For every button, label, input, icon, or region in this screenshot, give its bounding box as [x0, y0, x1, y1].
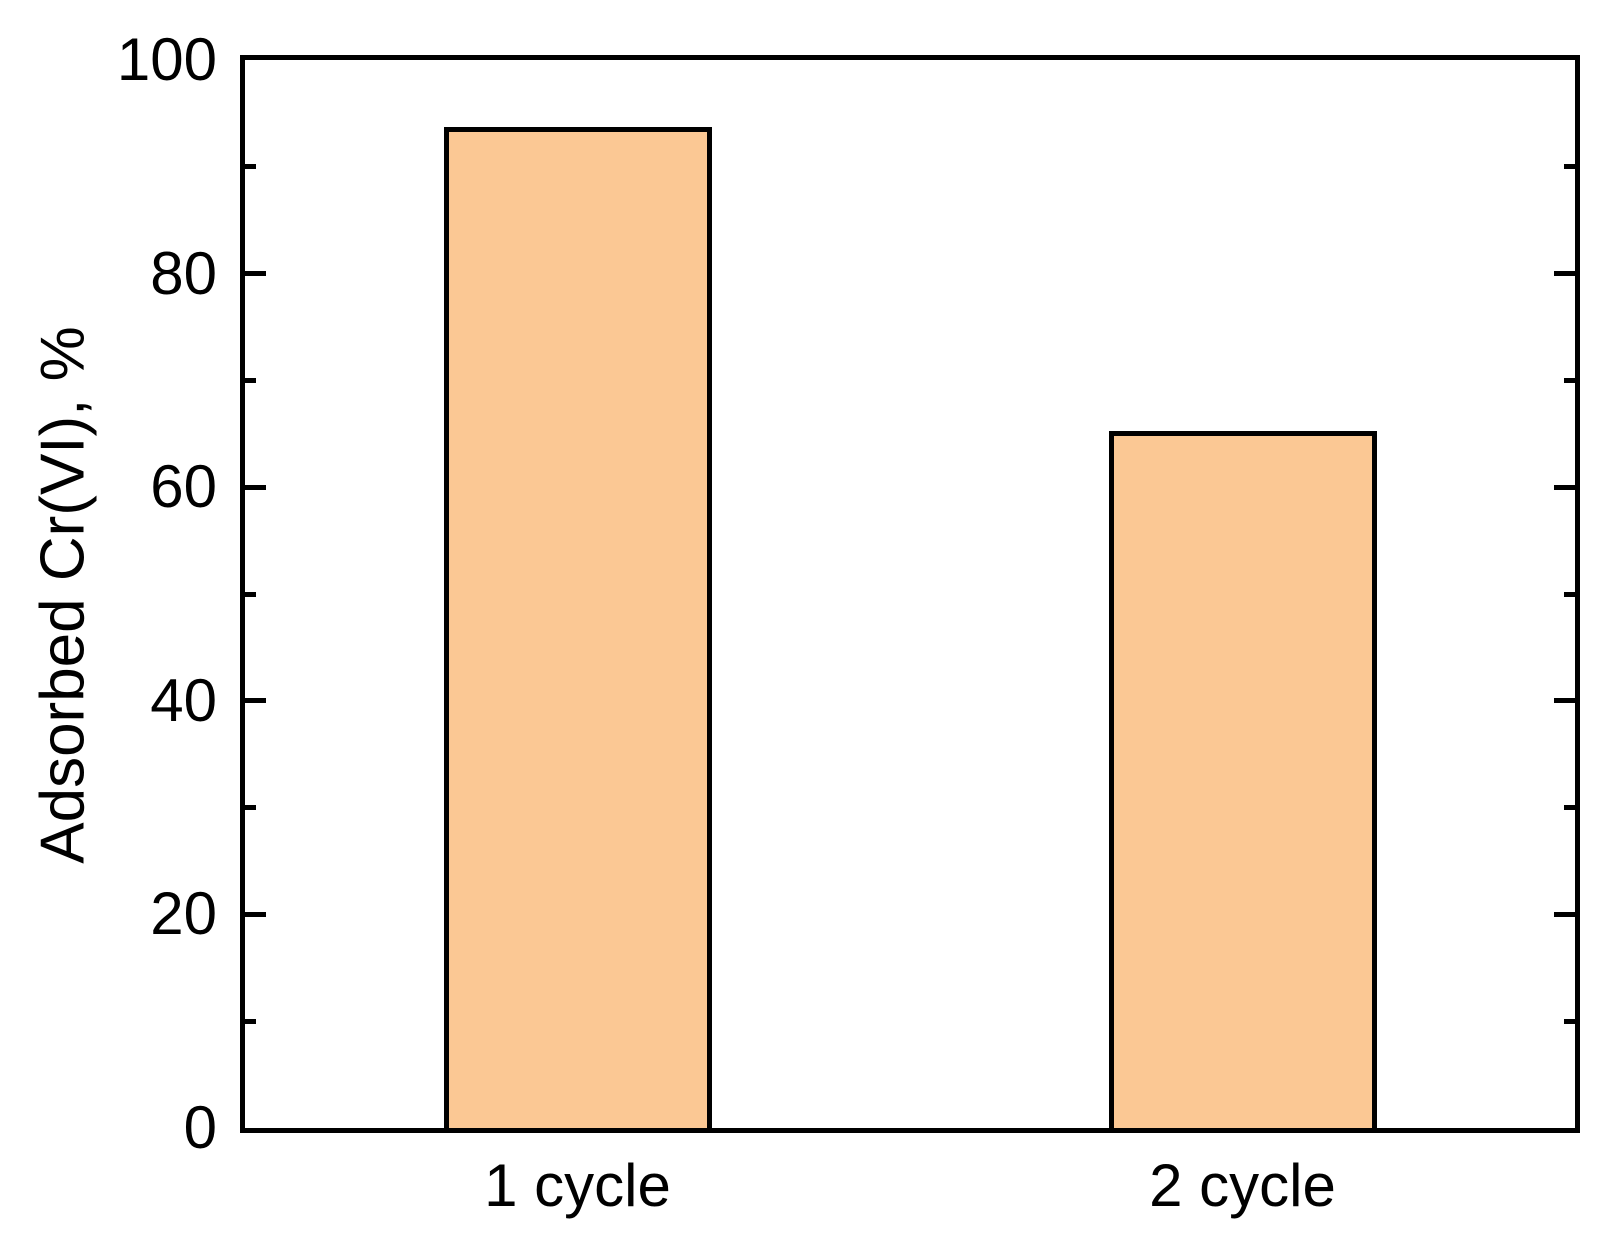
y-minor-tick [245, 377, 256, 383]
y-minor-tick [1564, 591, 1575, 597]
y-tick-label: 60 [150, 453, 217, 521]
y-major-tick [245, 911, 266, 917]
y-minor-tick [245, 1018, 256, 1024]
y-minor-tick [245, 805, 256, 811]
y-minor-tick [1564, 805, 1575, 811]
y-minor-tick [1564, 377, 1575, 383]
x-tick-label: 1 cycle [484, 1152, 671, 1219]
y-tick-label: 100 [116, 26, 217, 93]
plot-inner [245, 60, 1575, 1128]
y-tick-label: 20 [150, 880, 217, 948]
y-major-tick [245, 484, 266, 490]
bar-2-cycle [1108, 430, 1377, 1128]
y-minor-tick [1564, 1018, 1575, 1024]
y-major-tick [1554, 271, 1575, 277]
bar-1-cycle [443, 127, 712, 1128]
y-major-tick [1554, 698, 1575, 704]
y-tick-label: 0 [183, 1094, 217, 1161]
y-minor-tick [245, 164, 256, 170]
y-major-tick [1554, 484, 1575, 490]
y-minor-tick [245, 591, 256, 597]
y-major-tick [245, 271, 266, 277]
plot-area [240, 55, 1580, 1133]
y-tick-label: 40 [150, 666, 217, 734]
y-axis-title: Adsorbed Cr(VI), % [28, 326, 98, 864]
x-tick-label: 2 cycle [1149, 1152, 1336, 1219]
y-major-tick [1554, 911, 1575, 917]
y-tick-label: 80 [150, 239, 217, 307]
y-major-tick [245, 698, 266, 704]
y-minor-tick [1564, 164, 1575, 170]
